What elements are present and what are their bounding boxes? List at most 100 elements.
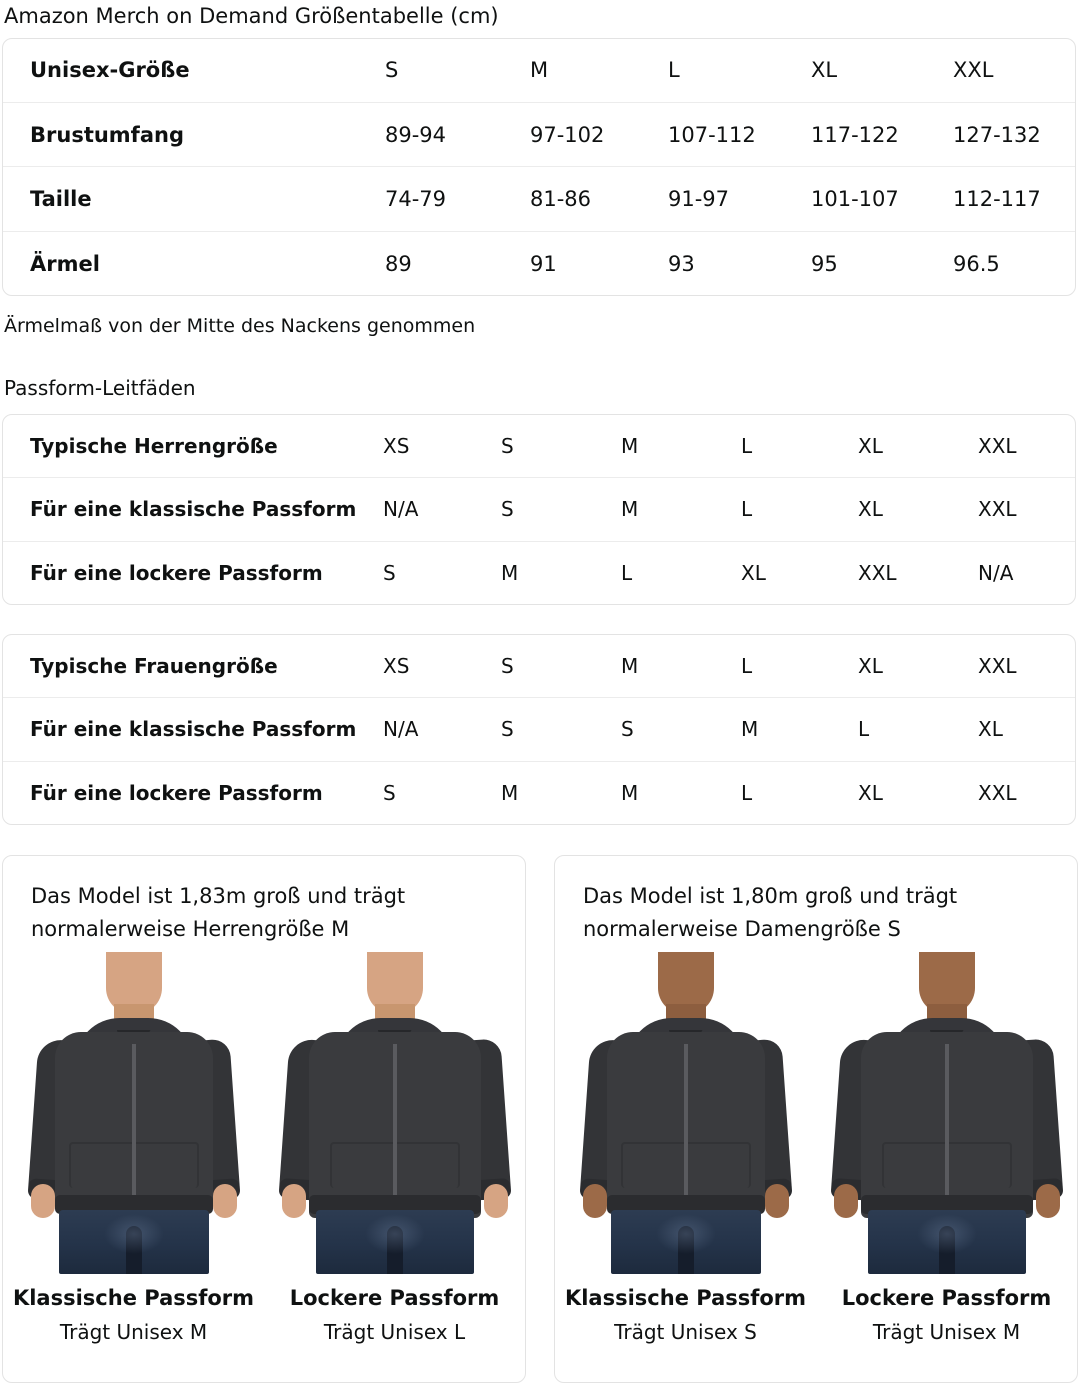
left-hand	[833, 1184, 858, 1218]
womens-fit-table-card: Typische Frauengröße XS S M L XL XXL Für…	[2, 634, 1076, 825]
cell: M	[621, 434, 639, 459]
hoodie-model-illustration	[26, 952, 241, 1274]
cell: 91	[530, 231, 668, 295]
right-hand	[764, 1184, 789, 1218]
row-label: Typische Frauengröße	[30, 654, 278, 679]
cell: S	[501, 434, 514, 459]
model-head	[366, 952, 423, 1014]
cell: XL	[858, 434, 883, 459]
cell: M	[530, 58, 549, 83]
cell: XXL	[978, 760, 1075, 824]
cell: XXL	[978, 434, 1017, 459]
cell: S	[383, 760, 501, 824]
male-figure-row: Klassische Passform Trägt Unisex M	[3, 952, 525, 1382]
cell: L	[741, 654, 753, 679]
cell: XL	[741, 540, 858, 604]
jeans-highlight	[364, 1214, 425, 1254]
right-hand	[483, 1184, 508, 1218]
cell: XS	[383, 434, 410, 459]
male-model-card: Das Model ist 1,83m groß und trägt norma…	[2, 855, 526, 1383]
cell: XL	[858, 654, 883, 679]
fit-guides-heading: Passform-Leitfäden	[4, 376, 196, 400]
hoodie-model-illustration	[578, 952, 793, 1274]
table-row: Typische Herrengröße XS S M L XL XXL	[3, 415, 1075, 478]
cell: XS	[383, 654, 410, 679]
cell: M	[621, 760, 741, 824]
cell: 127-132	[953, 101, 1075, 167]
jeans	[315, 1210, 474, 1274]
model-head	[105, 952, 162, 1014]
cell: M	[501, 760, 621, 824]
hoodie-model-illustration	[277, 952, 512, 1274]
cell: L	[668, 58, 680, 83]
unisex-size-table: Unisex-Größe S M L XL XXL Brustumfang 89…	[3, 39, 1075, 295]
mens-fit-table-card: Typische Herrengröße XS S M L XL XXL Für…	[2, 414, 1076, 605]
fit-size: Trägt Unisex S	[614, 1320, 757, 1344]
table-row: Taille 74-79 81-86 91-97 101-107 112-117	[3, 166, 1075, 232]
cell: S	[383, 540, 501, 604]
table-row: Brustumfang 89-94 97-102 107-112 117-122…	[3, 101, 1075, 167]
cell: M	[621, 477, 741, 542]
womens-fit-table: Typische Frauengröße XS S M L XL XXL Für…	[3, 635, 1075, 824]
row-label: Für eine klassische Passform	[3, 477, 383, 542]
row-label: Typische Herrengröße	[30, 434, 278, 459]
jeans-highlight	[103, 1214, 164, 1254]
cell: M	[501, 540, 621, 604]
table-row: Für eine klassische Passform N/A S S M L…	[3, 697, 1075, 762]
mens-fit-table: Typische Herrengröße XS S M L XL XXL Für…	[3, 415, 1075, 604]
jeans	[58, 1210, 209, 1274]
cell: 91-97	[668, 166, 811, 232]
left-hand	[582, 1184, 607, 1218]
male-classic-fit-figure: Klassische Passform Trägt Unisex M	[3, 952, 264, 1382]
cell: S	[501, 477, 621, 542]
male-classic-fit-photo	[3, 952, 264, 1274]
female-classic-fit-photo	[555, 952, 816, 1274]
cell: XXL	[953, 58, 994, 83]
jeans	[610, 1210, 761, 1274]
cell: 101-107	[811, 166, 953, 232]
female-figure-row: Klassische Passform Trägt Unisex S	[555, 952, 1077, 1382]
cell: 93	[668, 231, 811, 295]
cell: XXL	[978, 654, 1017, 679]
cell: 95	[811, 231, 953, 295]
cell: 96.5	[953, 231, 1075, 295]
cell: S	[501, 654, 514, 679]
female-classic-fit-figure: Klassische Passform Trägt Unisex S	[555, 952, 816, 1382]
row-label: Für eine klassische Passform	[3, 697, 383, 762]
cell: M	[621, 654, 639, 679]
cell: S	[501, 697, 621, 762]
cell: M	[741, 697, 858, 762]
female-model-card: Das Model ist 1,80m groß und trägt norma…	[554, 855, 1078, 1383]
cell: 89	[385, 231, 530, 295]
cell: N/A	[978, 540, 1075, 604]
cell: XL	[978, 697, 1075, 762]
cell: XXL	[858, 540, 978, 604]
row-label: Ärmel	[3, 231, 385, 295]
model-head	[918, 952, 975, 1014]
cell: L	[621, 540, 741, 604]
row-label: Unisex-Größe	[30, 58, 190, 83]
female-relaxed-fit-figure: Lockere Passform Trägt Unisex M	[816, 952, 1077, 1382]
row-label: Für eine lockere Passform	[3, 540, 383, 604]
cell: 107-112	[668, 101, 811, 167]
zipper	[392, 1044, 397, 1216]
cell: 117-122	[811, 101, 953, 167]
cell: 81-86	[530, 166, 668, 232]
cell: L	[741, 434, 753, 459]
cell: XL	[858, 760, 978, 824]
sleeve-measurement-note: Ärmelmaß von der Mitte des Nackens genom…	[4, 315, 476, 337]
fit-name: Lockere Passform	[841, 1286, 1052, 1310]
row-label: Taille	[3, 166, 385, 232]
fit-name: Klassische Passform	[564, 1286, 807, 1310]
male-model-caption: Das Model ist 1,83m groß und trägt norma…	[31, 884, 406, 941]
cell: 97-102	[530, 101, 668, 167]
female-model-caption: Das Model ist 1,80m groß und trägt norma…	[583, 884, 958, 941]
cell: N/A	[383, 697, 501, 762]
hoodie-model-illustration	[829, 952, 1064, 1274]
jeans-highlight	[655, 1214, 716, 1254]
fit-size: Trägt Unisex L	[323, 1320, 466, 1344]
table-row: Für eine lockere Passform S M M L XL XXL	[3, 760, 1075, 824]
fit-size: Trägt Unisex M	[59, 1320, 208, 1344]
cell: XL	[858, 477, 978, 542]
cell: N/A	[383, 477, 501, 542]
